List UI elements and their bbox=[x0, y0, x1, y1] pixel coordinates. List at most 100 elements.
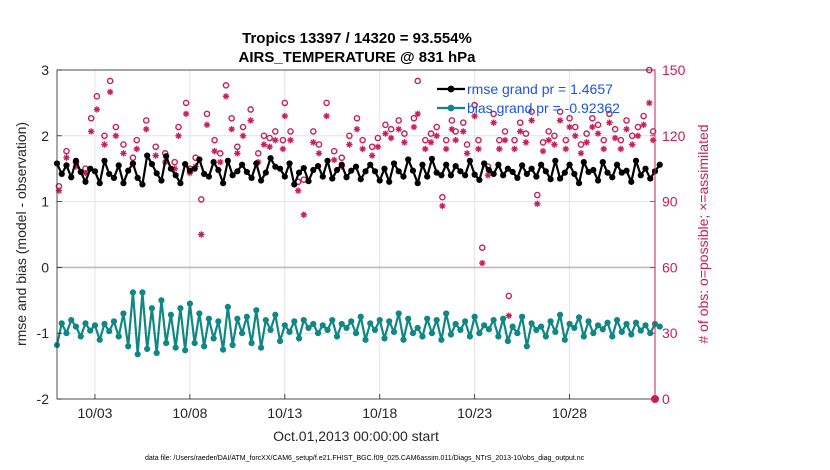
obs-assimilated-point bbox=[566, 123, 573, 131]
bias-point bbox=[163, 339, 170, 347]
bias-point bbox=[196, 310, 203, 317]
rmse-point bbox=[276, 165, 284, 172]
x-tick-label: 10/08 bbox=[172, 405, 207, 421]
rmse-point bbox=[542, 168, 549, 175]
chart-subtitle: AIRS_TEMPERATURE @ 831 hPa bbox=[239, 49, 477, 66]
bias-point bbox=[414, 324, 421, 332]
obs-assimilated-point bbox=[175, 132, 182, 139]
y-axis-right: 0 30 60 90 120 150 bbox=[650, 62, 686, 407]
obs-assimilated-point bbox=[448, 126, 456, 133]
obs-assimilated-point bbox=[414, 110, 421, 118]
obs-assimilated-point bbox=[120, 150, 127, 157]
rmse-point bbox=[205, 173, 212, 180]
obs-possible-point bbox=[281, 99, 289, 107]
rmse-point bbox=[514, 174, 521, 182]
x-tick-label: 10/03 bbox=[77, 405, 112, 421]
obs-assimilated-point bbox=[222, 93, 230, 100]
y-axis-label: rmse and bias (model - observation) bbox=[13, 122, 29, 346]
bias-point bbox=[471, 313, 478, 320]
rmse-point bbox=[566, 161, 573, 168]
rmse-point bbox=[267, 155, 274, 162]
obs-assimilated-point bbox=[646, 99, 653, 107]
rmse-point bbox=[371, 168, 379, 175]
bias-point bbox=[495, 333, 502, 340]
obs-possible-point bbox=[87, 114, 95, 122]
obs-assimilated-point bbox=[496, 145, 503, 153]
bias-point bbox=[590, 330, 597, 337]
bias-point bbox=[91, 322, 99, 329]
rmse-point bbox=[485, 166, 492, 174]
rmse-point bbox=[96, 180, 103, 187]
bias-point bbox=[438, 336, 445, 343]
rmse-point bbox=[590, 166, 597, 174]
rmse-point bbox=[234, 168, 241, 175]
rmse-point bbox=[243, 168, 250, 176]
obs-assimilated-point bbox=[294, 187, 302, 194]
obs-assimilated-point bbox=[401, 139, 408, 146]
rmse-point bbox=[310, 166, 317, 174]
rmse-point bbox=[144, 152, 151, 159]
bias-point bbox=[305, 324, 312, 332]
bias-point bbox=[115, 333, 122, 340]
obs-possible-point bbox=[551, 132, 558, 140]
obs-assimilated-point bbox=[374, 143, 382, 150]
obs-assimilated-point bbox=[583, 139, 590, 146]
legend-rmse-label: rmse grand pr = 1.4657 bbox=[467, 81, 613, 97]
obs-possible-point bbox=[649, 128, 657, 135]
obs-assimilated-point bbox=[551, 141, 558, 148]
obs-possible-point bbox=[442, 136, 450, 144]
rmse-point bbox=[186, 167, 193, 174]
obs-possible-point bbox=[266, 134, 273, 142]
rmse-point bbox=[281, 173, 288, 180]
bias-point bbox=[585, 318, 592, 325]
rmse-point bbox=[495, 161, 502, 168]
bias-point bbox=[125, 343, 132, 350]
obs-possible-point bbox=[463, 141, 471, 148]
obs-possible-point bbox=[112, 123, 120, 131]
bias-point bbox=[419, 333, 426, 340]
bias-point bbox=[609, 333, 616, 340]
obs-assimilated-point bbox=[501, 136, 509, 144]
bias-point bbox=[637, 327, 644, 334]
y-right-tick-label: 120 bbox=[662, 128, 686, 144]
rmse-point bbox=[129, 160, 137, 167]
rmse-point bbox=[405, 156, 412, 163]
obs-assimilated-point bbox=[617, 145, 625, 153]
bias-point bbox=[120, 310, 127, 317]
bias-point bbox=[276, 337, 284, 345]
rmse-point bbox=[556, 175, 564, 182]
obs-assimilated-point bbox=[556, 117, 564, 124]
obs-assimilated-point bbox=[382, 130, 389, 137]
bias-point bbox=[556, 311, 564, 318]
rmse-point bbox=[101, 157, 108, 164]
obs-possible-point bbox=[182, 99, 190, 107]
rmse-point bbox=[201, 170, 208, 178]
y-tick-label: 0 bbox=[41, 259, 49, 275]
obs-assimilated-point bbox=[346, 141, 353, 148]
obs-assimilated-point bbox=[234, 150, 241, 157]
obs-possible-point bbox=[234, 143, 241, 151]
obs-assimilated-point bbox=[611, 134, 619, 142]
bias-point bbox=[291, 318, 298, 325]
bias-point bbox=[224, 303, 231, 310]
obs-assimilated-point bbox=[484, 172, 492, 179]
obs-possible-point bbox=[315, 141, 323, 148]
obs-assimilated-point bbox=[310, 139, 317, 146]
obs-possible-point bbox=[152, 143, 160, 151]
rmse-point bbox=[552, 157, 559, 164]
bias-point bbox=[158, 297, 165, 304]
bias-point bbox=[314, 330, 322, 337]
rmse-point bbox=[58, 170, 65, 178]
bias-point bbox=[352, 330, 360, 337]
rmse-point bbox=[457, 168, 464, 175]
y-axis-left: -2 -1 0 1 2 3 bbox=[37, 62, 62, 407]
obs-assimilated-point bbox=[545, 136, 552, 144]
bias-point bbox=[523, 343, 530, 350]
obs-possible-point bbox=[606, 110, 613, 118]
obs-possible-point bbox=[222, 82, 230, 89]
obs-possible-point bbox=[421, 136, 429, 144]
rmse-point bbox=[571, 170, 578, 178]
bias-point bbox=[106, 328, 113, 335]
rmse-point bbox=[286, 160, 293, 167]
obs-possible-point bbox=[239, 123, 247, 131]
